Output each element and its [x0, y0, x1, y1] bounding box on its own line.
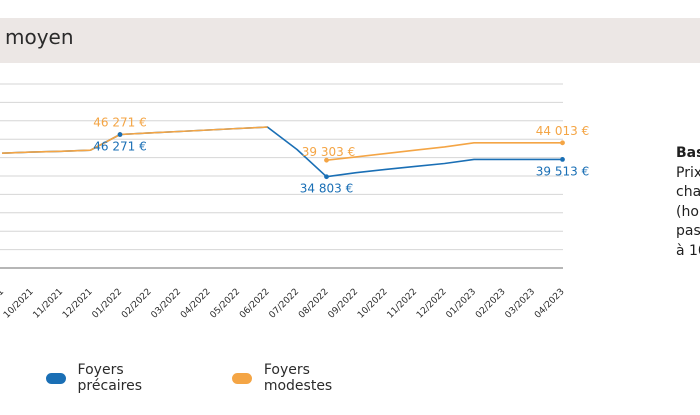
data-point-marker	[324, 157, 329, 163]
legend-label: Foyers précaires	[77, 362, 143, 394]
x-tick-label: 12/2022	[415, 287, 449, 321]
side-note-line: cha	[676, 184, 700, 200]
data-label: 39 513 €	[536, 164, 589, 178]
side-note-line: pas	[676, 223, 700, 239]
data-point-marker	[560, 140, 565, 146]
data-label: 44 013 €	[536, 124, 589, 138]
x-tick-label: 10/2022	[356, 287, 390, 321]
x-tick-label: 02/2023	[474, 287, 508, 321]
x-tick-label: 01/2022	[91, 287, 125, 321]
data-label: 46 271 €	[93, 140, 146, 154]
side-note-line: Bas	[676, 145, 700, 161]
x-tick-label: 02/2022	[120, 287, 154, 321]
x-tick-label: 06/2022	[238, 287, 272, 321]
x-tick-label: 11/2022	[386, 287, 420, 321]
data-label: 39 303 €	[302, 145, 355, 159]
x-tick-label: /2021	[0, 287, 6, 312]
side-note-line: (ho	[676, 203, 699, 220]
x-tick-label: 01/2023	[445, 287, 479, 321]
x-tick-label: 12/2021	[61, 287, 95, 321]
data-point-marker	[560, 156, 565, 162]
x-tick-label: 04/2023	[533, 287, 567, 321]
side-note-line: à 10	[676, 242, 700, 259]
data-label: 46 271 €	[93, 116, 146, 130]
series-line	[1, 126, 563, 178]
legend-swatch	[46, 372, 66, 384]
x-tick-label: 11/2021	[32, 287, 66, 321]
x-tick-label: 09/2022	[327, 287, 361, 321]
x-tick-label: 05/2022	[209, 287, 243, 321]
legend-swatch	[232, 372, 252, 384]
chart-title-bar: moyen	[0, 18, 700, 63]
side-note: Bas Prix cha (ho pas à 10	[676, 144, 700, 261]
legend-item-precaires: Foyers précaires	[46, 362, 152, 394]
side-note-line: Prix	[676, 164, 700, 181]
x-tick-label: 10/2021	[2, 287, 36, 321]
data-point-marker	[324, 174, 329, 180]
data-label: 34 803 €	[300, 182, 353, 196]
data-point-marker	[117, 132, 123, 137]
x-tick-label: 03/2023	[504, 287, 538, 321]
x-tick-label: 03/2022	[150, 287, 184, 321]
legend-label: Foyers modestes	[263, 362, 333, 394]
x-tick-label: 07/2022	[268, 287, 302, 321]
x-tick-label: 04/2022	[179, 287, 213, 321]
series-line	[1, 126, 563, 161]
legend-item-modestes: Foyers modestes	[232, 362, 342, 394]
x-tick-label: 08/2022	[297, 287, 331, 321]
chart-title: moyen	[5, 25, 74, 49]
